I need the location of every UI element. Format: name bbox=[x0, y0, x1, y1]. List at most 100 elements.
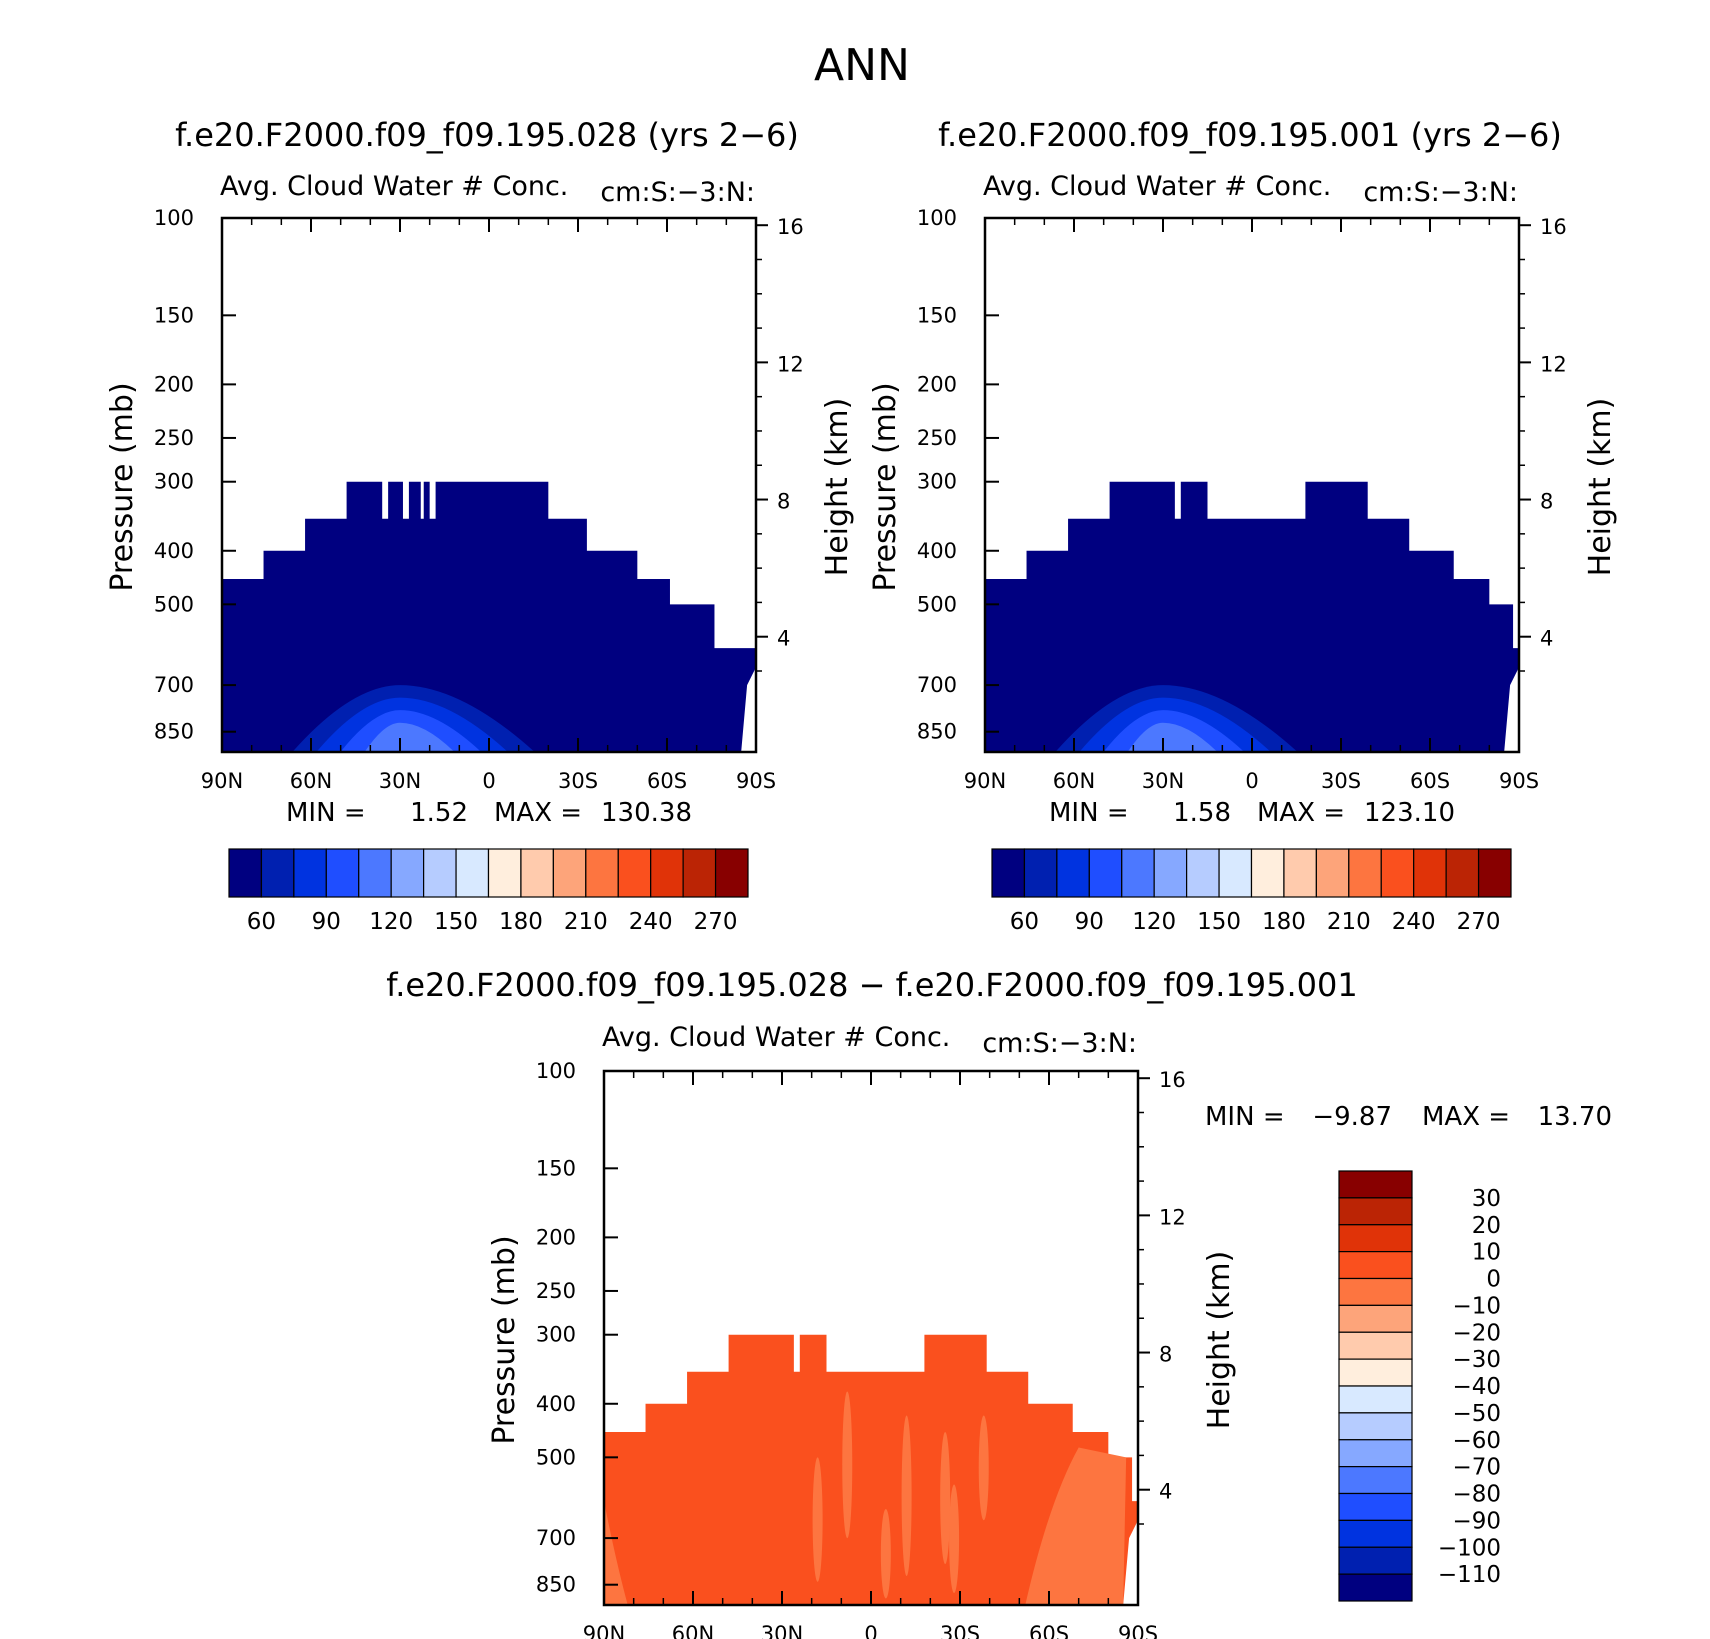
colorbar-swatch bbox=[1338, 1277, 1413, 1306]
y2-tick-label: 8 bbox=[777, 490, 790, 514]
min-label: MIN = bbox=[1205, 1102, 1285, 1132]
variable-units: cm:S:−3:N: bbox=[1363, 177, 1518, 208]
y-tick-label: 100 bbox=[536, 1059, 576, 1083]
y-tick-label: 400 bbox=[917, 539, 957, 563]
x-tick-label: 60N bbox=[1053, 769, 1095, 793]
min-value: 1.52 bbox=[410, 798, 468, 828]
x-tick-label: 30S bbox=[558, 769, 598, 793]
colorbar-swatch bbox=[1338, 1197, 1413, 1226]
colorbar-swatch bbox=[1338, 1412, 1413, 1441]
colorbar-label: −90 bbox=[1452, 1508, 1501, 1534]
colorbar-label: −30 bbox=[1452, 1347, 1501, 1373]
contour-level bbox=[880, 1508, 891, 1599]
x-tick-label: 30S bbox=[1321, 769, 1361, 793]
colorbar-label: 180 bbox=[499, 909, 543, 935]
contour-level bbox=[940, 1432, 951, 1565]
colorbar-label: −40 bbox=[1452, 1374, 1501, 1400]
colorbar-swatch bbox=[650, 848, 684, 898]
y-axis-label: Pressure (mb) bbox=[487, 1235, 522, 1444]
y-tick-label: 100 bbox=[917, 206, 957, 230]
y2-tick-label: 12 bbox=[1159, 1205, 1186, 1229]
colorbar-swatch bbox=[358, 848, 392, 898]
y2-tick-label: 4 bbox=[1540, 627, 1553, 651]
colorbar-label: −20 bbox=[1452, 1320, 1501, 1346]
figure-title: ANN bbox=[814, 40, 910, 91]
max-label: MAX = bbox=[494, 798, 582, 828]
colorbar-swatch bbox=[1023, 848, 1058, 898]
contour-level bbox=[365, 722, 454, 751]
x-tick-label: 0 bbox=[482, 769, 495, 793]
colorbar-swatch bbox=[1338, 1358, 1413, 1387]
y2-tick-label: 4 bbox=[1159, 1480, 1172, 1504]
colorbar-swatch bbox=[1338, 1546, 1413, 1575]
panel-title: f.e20.F2000.f09_f09.195.001 (yrs 2−6) bbox=[938, 116, 1562, 154]
colorbar-swatch bbox=[1056, 848, 1090, 898]
colorbar-label: 270 bbox=[694, 909, 738, 935]
colorbar-swatch bbox=[585, 848, 619, 898]
colorbar-label: 90 bbox=[312, 909, 341, 935]
panel-difference: f.e20.F2000.f09_f09.195.028 − f.e20.F200… bbox=[386, 966, 1612, 1639]
y-tick-label: 250 bbox=[917, 426, 957, 450]
x-tick-label: 60S bbox=[1029, 1622, 1069, 1639]
y2-tick-label: 12 bbox=[1540, 352, 1567, 376]
plot-area bbox=[222, 481, 756, 752]
variable-name: Avg. Cloud Water # Conc. bbox=[602, 1022, 950, 1053]
colorbar-swatch bbox=[991, 848, 1026, 898]
colorbar-swatch bbox=[455, 848, 490, 898]
colorbar: 60 90 120 150 180 210 240 270 bbox=[228, 848, 749, 935]
y-tick-label: 300 bbox=[917, 470, 957, 494]
colorbar-swatch bbox=[1218, 848, 1253, 898]
field-region bbox=[604, 1334, 1138, 1605]
colorbar-swatch bbox=[487, 848, 522, 898]
variable-name: Avg. Cloud Water # Conc. bbox=[220, 171, 568, 202]
y-tick-label: 850 bbox=[154, 720, 194, 744]
colorbar-swatch bbox=[1338, 1224, 1413, 1253]
y2-tick-label: 4 bbox=[777, 627, 790, 651]
max-value: 130.38 bbox=[601, 798, 692, 828]
y-tick-label: 400 bbox=[154, 539, 194, 563]
contour-level bbox=[812, 1457, 823, 1582]
colorbar-swatch bbox=[423, 848, 457, 898]
x-tick-label: 90S bbox=[1499, 769, 1539, 793]
y2-tick-label: 12 bbox=[777, 352, 804, 376]
colorbar-swatch bbox=[1338, 1519, 1413, 1548]
colorbar-swatch bbox=[714, 848, 749, 898]
colorbar-swatch bbox=[682, 848, 717, 898]
x-tick-label: 60N bbox=[672, 1622, 714, 1639]
colorbar-label: 30 bbox=[1472, 1186, 1501, 1212]
colorbar-swatch bbox=[1338, 1385, 1413, 1414]
plot-axes: 90N 60N 30N 0 30S 60S 90S 100 150 200 250 300 400 500… bbox=[917, 206, 1567, 793]
colorbar-label: −100 bbox=[1438, 1535, 1501, 1561]
colorbar-swatch bbox=[1380, 848, 1415, 898]
min-label: MIN = bbox=[286, 798, 366, 828]
colorbar-swatch bbox=[293, 848, 327, 898]
x-tick-label: 90N bbox=[964, 769, 1006, 793]
colorbar-swatch bbox=[1338, 1439, 1413, 1468]
colorbar-label: −80 bbox=[1452, 1482, 1501, 1508]
colorbar-label: 0 bbox=[1486, 1267, 1501, 1293]
y-tick-label: 700 bbox=[154, 673, 194, 697]
x-tick-label: 60S bbox=[1410, 769, 1450, 793]
colorbar-label: 270 bbox=[1457, 909, 1501, 935]
variable-units: cm:S:−3:N: bbox=[982, 1028, 1137, 1059]
panel-title: f.e20.F2000.f09_f09.195.028 − f.e20.F200… bbox=[386, 966, 1358, 1004]
y-tick-label: 250 bbox=[154, 426, 194, 450]
colorbar-swatch bbox=[1121, 848, 1155, 898]
colorbar-swatch bbox=[1445, 848, 1480, 898]
x-tick-label: 90N bbox=[201, 769, 243, 793]
colorbar-swatch bbox=[1413, 848, 1447, 898]
max-label: MAX = bbox=[1422, 1102, 1510, 1132]
colorbar-label: 120 bbox=[1132, 909, 1176, 935]
colorbar-label: 240 bbox=[629, 909, 673, 935]
contour-level bbox=[901, 1415, 912, 1577]
x-tick-label: 90S bbox=[736, 769, 776, 793]
field-region bbox=[222, 481, 756, 752]
colorbar-swatch bbox=[520, 848, 554, 898]
y-tick-label: 500 bbox=[917, 592, 957, 616]
colorbar-swatch bbox=[1153, 848, 1188, 898]
contour-level bbox=[1025, 1447, 1127, 1605]
colorbar: 60 90 120 150 180 210 240 270 bbox=[991, 848, 1512, 935]
colorbar-label: 180 bbox=[1262, 909, 1306, 935]
colorbar-swatch bbox=[325, 848, 360, 898]
